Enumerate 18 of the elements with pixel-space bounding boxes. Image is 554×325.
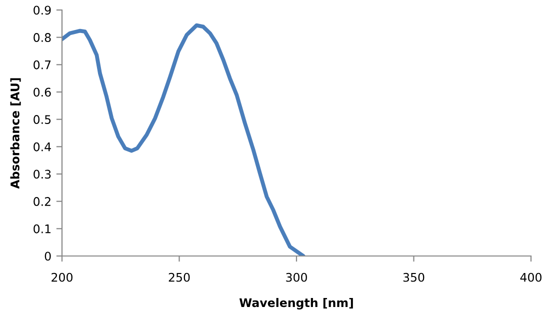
y-tick-label: 0.2 xyxy=(34,197,50,206)
y-tick-label: 0.5 xyxy=(34,115,51,124)
y-tick-label: 0.8 xyxy=(34,33,51,42)
y-tick-label: 0.6 xyxy=(34,88,51,97)
x-tick-label: 250 xyxy=(168,272,190,282)
y-tick-label: 0 xyxy=(44,252,51,261)
y-tick-label: 0.3 xyxy=(34,170,51,179)
x-tick-label: 300 xyxy=(286,272,307,282)
y-tick-label: 0.9 xyxy=(34,6,51,15)
x-tick-label: 350 xyxy=(403,272,424,282)
y-tick-label: 0.7 xyxy=(34,60,51,70)
y-axis-title: Absorbance [AU] xyxy=(10,78,21,189)
x-tick-label: 400 xyxy=(520,272,542,282)
x-axis-title: Wavelength [nm] xyxy=(239,298,353,310)
y-tick-label: 0.4 xyxy=(34,142,51,152)
y-tick-label: 0.1 xyxy=(34,224,50,234)
line-series xyxy=(62,23,306,256)
x-tick-label: 200 xyxy=(52,272,72,282)
